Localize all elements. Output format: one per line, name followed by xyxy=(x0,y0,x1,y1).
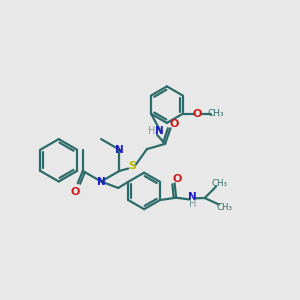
Text: O: O xyxy=(193,109,202,119)
Text: N: N xyxy=(97,176,106,187)
Text: N: N xyxy=(188,192,197,202)
Text: H: H xyxy=(189,199,196,209)
Text: N: N xyxy=(155,126,164,136)
Text: CH₃: CH₃ xyxy=(212,179,227,188)
Text: H: H xyxy=(148,126,156,136)
Text: S: S xyxy=(128,161,136,171)
Text: O: O xyxy=(70,187,80,196)
Text: O: O xyxy=(170,119,179,129)
Text: CH₃: CH₃ xyxy=(208,109,225,118)
Text: N: N xyxy=(115,145,124,155)
Text: CH₃: CH₃ xyxy=(216,203,232,212)
Text: O: O xyxy=(172,174,182,184)
